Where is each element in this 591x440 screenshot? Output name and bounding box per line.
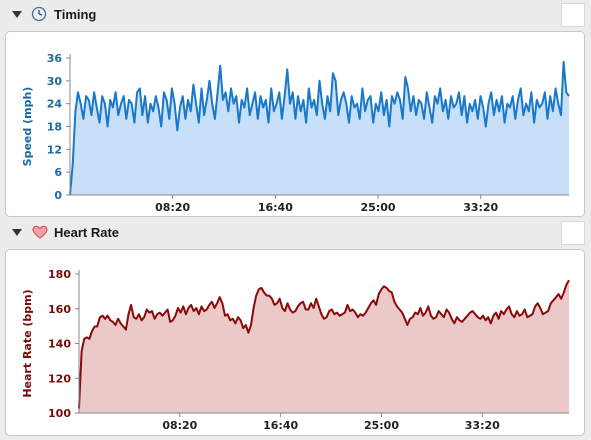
x-tick-label: 08:20 — [162, 419, 197, 432]
speed-chart: 0 6 12 18 24 30 36 08:20 16:40 25:00 33:20 Speed (m… — [21, 52, 570, 214]
y-axis-title: Heart Rate (bpm) — [21, 289, 34, 397]
x-tick-label: 16:40 — [258, 201, 293, 214]
heart-rate-section-header[interactable]: Heart Rate — [0, 219, 591, 245]
y-tick-label: 120 — [48, 372, 71, 385]
y-tick-label: 6 — [54, 166, 62, 179]
x-tick-label: 33:20 — [463, 201, 498, 214]
timing-section-header[interactable]: Timing — [0, 1, 591, 27]
clock-icon — [31, 6, 47, 22]
heart-icon — [31, 224, 48, 240]
timing-header-corner-box — [561, 3, 585, 27]
heart-rate-chart-panel: 100 120 140 160 180 08:20 16:40 25:00 33:20 Heart… — [5, 249, 585, 436]
y-axis-title: Speed (mph) — [21, 87, 34, 167]
y-tick-label: 30 — [47, 75, 63, 88]
y-tick-label: 100 — [48, 407, 71, 420]
series-area-fill — [79, 280, 569, 413]
speed-chart-panel: 0 6 12 18 24 30 36 08:20 16:40 25:00 33:20 Speed (m… — [5, 31, 585, 217]
heart-rate-section-title: Heart Rate — [54, 224, 120, 240]
y-tick-label: 12 — [47, 143, 62, 156]
y-tick-label: 180 — [48, 268, 71, 281]
x-tick-label: 16:40 — [263, 419, 298, 432]
collapse-chevron-icon[interactable] — [12, 228, 22, 236]
collapse-chevron-icon[interactable] — [12, 10, 22, 18]
y-tick-label: 140 — [48, 338, 71, 351]
series-line — [78, 279, 570, 409]
x-tick-label: 33:20 — [465, 419, 500, 432]
y-tick-label: 0 — [54, 189, 62, 202]
x-tick-label: 25:00 — [364, 419, 399, 432]
heart-rate-header-corner-box — [561, 221, 585, 245]
y-tick-label: 18 — [47, 121, 62, 134]
series-line — [69, 60, 570, 196]
timing-section-title: Timing — [54, 6, 97, 22]
y-tick-label: 24 — [47, 98, 63, 111]
x-tick-label: 08:20 — [155, 201, 190, 214]
y-tick-label: 36 — [47, 52, 63, 65]
y-tick-label: 160 — [48, 303, 71, 316]
x-tick-label: 25:00 — [361, 201, 396, 214]
heart-rate-chart: 100 120 140 160 180 08:20 16:40 25:00 33:20 Heart… — [21, 268, 570, 432]
